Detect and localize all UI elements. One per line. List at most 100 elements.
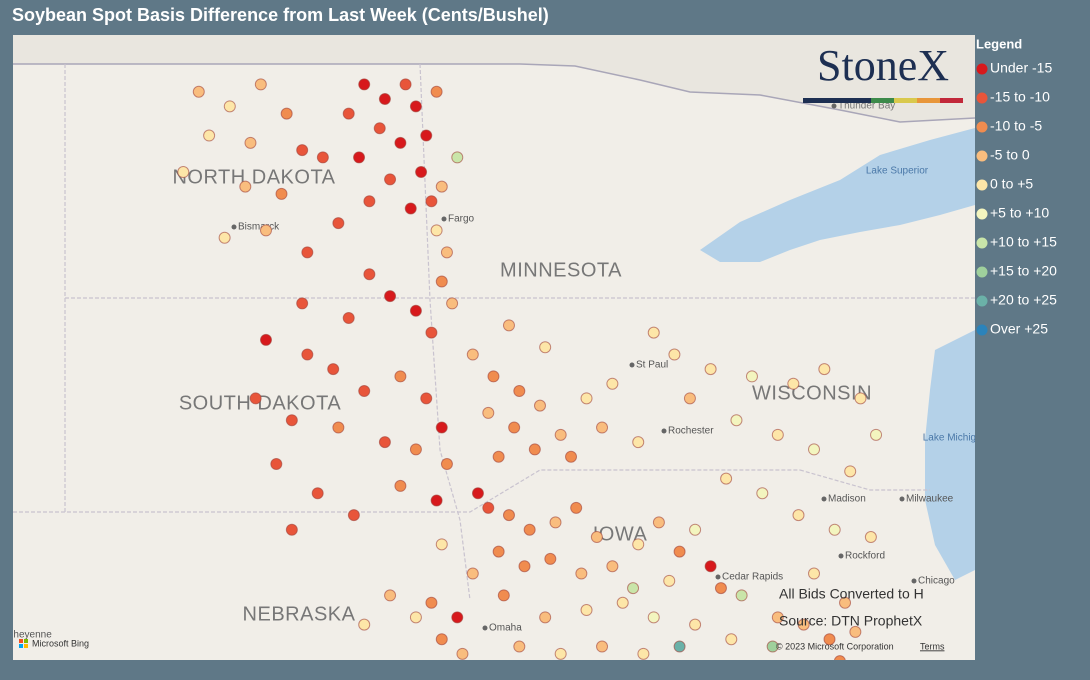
place-label: Rockford [845, 551, 885, 562]
bid-point [285, 414, 298, 427]
bid-point [797, 618, 810, 631]
bid-point [466, 567, 479, 580]
bid-point [373, 122, 386, 135]
legend-label: +15 to +20 [990, 263, 1057, 279]
logo-bar [894, 98, 917, 103]
legend-swatch [976, 63, 988, 75]
bid-point [456, 647, 469, 660]
bid-point [580, 392, 593, 405]
bid-point [513, 385, 526, 398]
bid-point [435, 538, 448, 551]
legend-swatch [976, 266, 988, 278]
bid-point [384, 290, 397, 303]
bid-point [565, 450, 578, 463]
bid-point [580, 604, 593, 617]
bid-point [673, 640, 686, 653]
bid-point [844, 465, 857, 478]
city-dot [441, 216, 447, 222]
bid-point [223, 100, 236, 113]
bid-point [482, 406, 495, 419]
bid-point [394, 370, 407, 383]
bid-point [435, 633, 448, 646]
bid-point [492, 450, 505, 463]
bid-point [378, 436, 391, 449]
bid-point [720, 472, 733, 485]
bid-point [513, 640, 526, 653]
place-label: Rochester [668, 426, 714, 437]
bid-point [518, 560, 531, 573]
bid-point [570, 501, 583, 514]
ms-logo [19, 639, 23, 643]
bid-point [409, 443, 422, 456]
bid-point [342, 312, 355, 325]
bid-point [332, 217, 345, 230]
place-label: Lake Michigan [923, 433, 987, 444]
bid-point [259, 333, 272, 346]
terms-link[interactable]: Terms [920, 641, 945, 651]
bid-point [358, 618, 371, 631]
bid-point [353, 151, 366, 164]
bid-point [254, 78, 267, 91]
bid-point [451, 611, 464, 624]
bid-point [533, 399, 546, 412]
bid-point [647, 611, 660, 624]
bid-point [689, 523, 702, 536]
bid-point [394, 136, 407, 149]
lake-superior [700, 128, 975, 262]
legend-swatch [976, 179, 988, 191]
provider: Microsoft Bing [32, 638, 89, 648]
place-label: Madison [828, 494, 866, 505]
bid-point [606, 377, 619, 390]
bid-point [539, 611, 552, 624]
place-label: St Paul [636, 360, 668, 371]
bid-point [663, 574, 676, 587]
bid-point [425, 195, 438, 208]
logo-bar [871, 98, 894, 103]
bid-point [771, 611, 784, 624]
bid-point [363, 268, 376, 281]
bid-point [502, 509, 515, 522]
bid-point [632, 538, 645, 551]
legend-label: +20 to +25 [990, 292, 1057, 308]
bid-point [828, 523, 841, 536]
bid-point [523, 523, 536, 536]
bid-point [316, 151, 329, 164]
bid-point [430, 224, 443, 237]
legend-swatch [976, 150, 988, 162]
bid-point [466, 348, 479, 361]
place-label: Milwaukee [906, 494, 954, 505]
bid-point [823, 633, 836, 646]
bid-point [487, 370, 500, 383]
legend-label: 0 to +5 [990, 176, 1033, 192]
place-label: Chicago [918, 576, 955, 587]
city-dot [899, 496, 905, 502]
city-dot [482, 625, 488, 631]
place-label: Cedar Rapids [722, 572, 783, 583]
city-dot [831, 103, 837, 109]
city-dot [715, 574, 721, 580]
bid-point [482, 501, 495, 514]
bid-point [311, 487, 324, 500]
bid-point [409, 611, 422, 624]
bid-point [528, 443, 541, 456]
bid-point [280, 107, 293, 120]
border [13, 63, 975, 123]
bid-point [849, 625, 862, 638]
bid-point [730, 414, 743, 427]
bid-point [275, 187, 288, 200]
state-label: WISCONSIN [752, 382, 872, 404]
bid-point [409, 100, 422, 113]
bid-point [378, 93, 391, 106]
bid-point [771, 428, 784, 441]
place-label: Fargo [448, 214, 475, 225]
bid-point [668, 348, 681, 361]
bid-point [384, 173, 397, 186]
bid-point [415, 166, 428, 179]
bid-point [363, 195, 376, 208]
state-label: NORTH DAKOTA [172, 166, 335, 188]
lake-michigan [925, 330, 975, 580]
legend-swatch [976, 208, 988, 220]
bid-point [497, 589, 510, 602]
